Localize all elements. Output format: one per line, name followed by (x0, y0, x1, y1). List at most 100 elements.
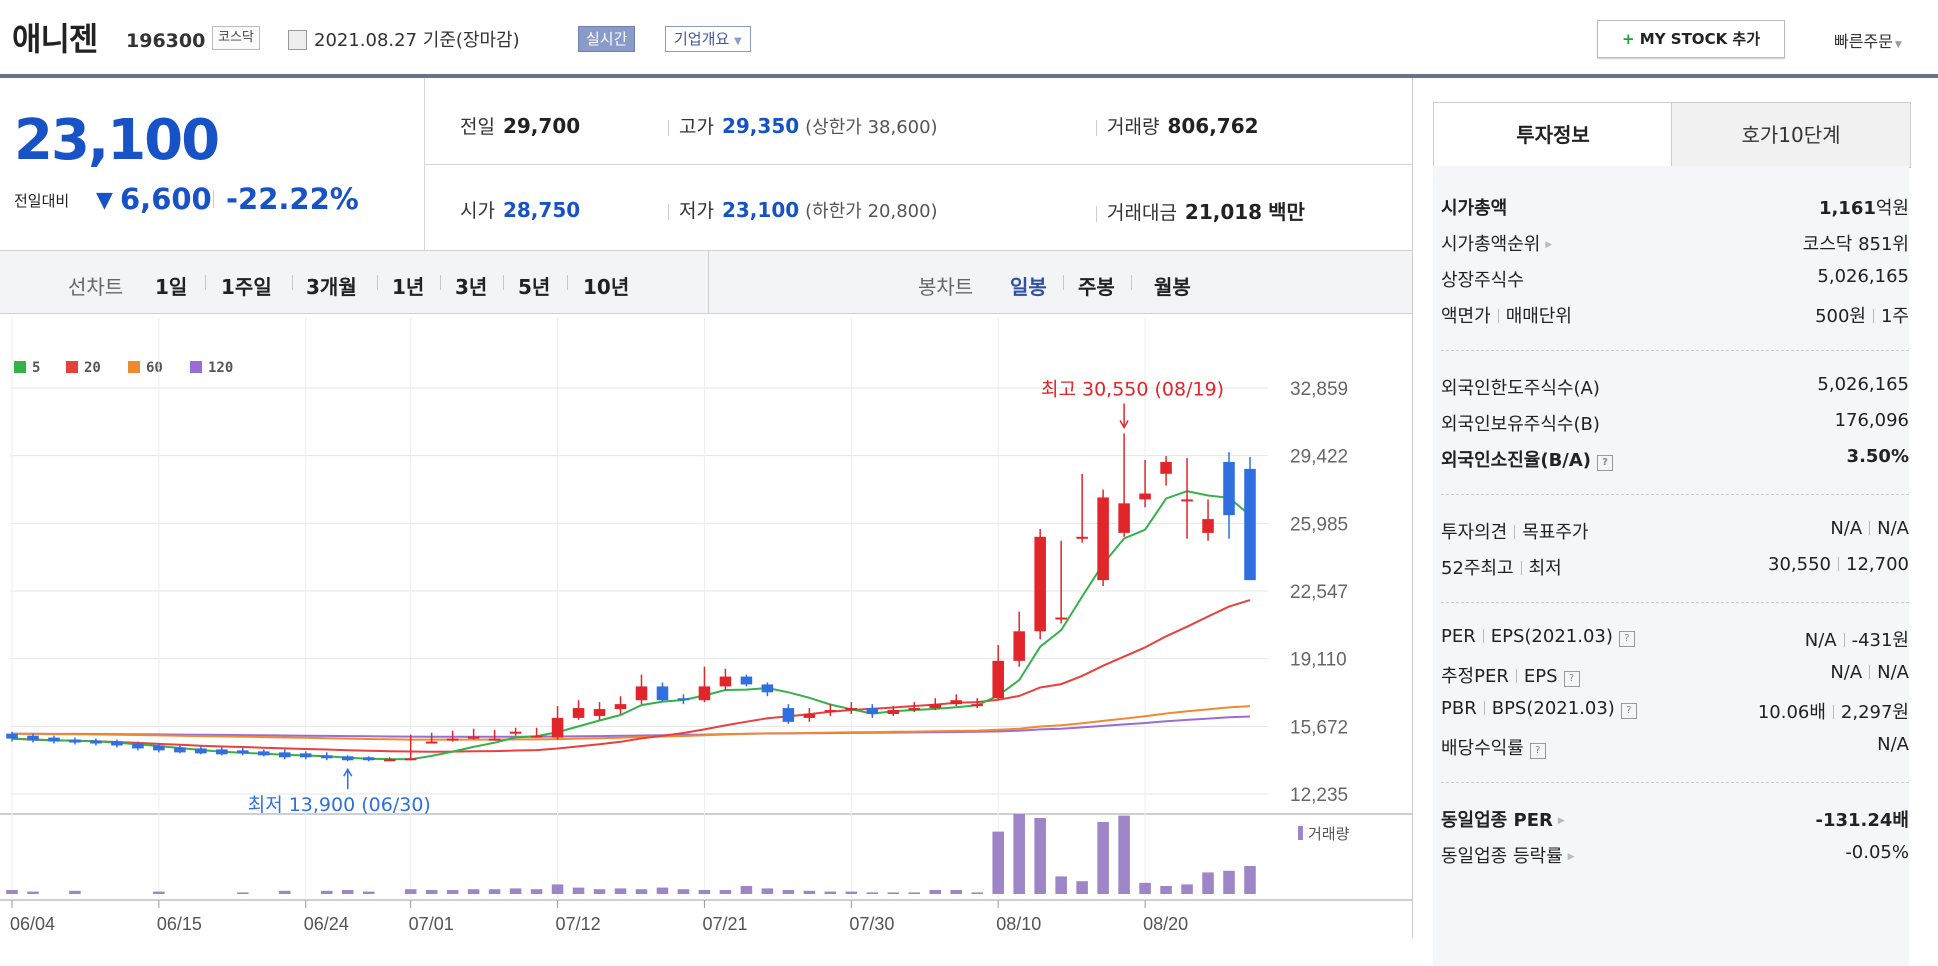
sector-per-label-cell[interactable]: 동일업종 PER ▶ (1441, 806, 1565, 832)
divider (424, 164, 1412, 165)
help-icon[interactable]: ? (1529, 743, 1546, 759)
volume-bar (887, 892, 900, 894)
fast-order-menu[interactable]: 빠른주문 ▼ (1834, 28, 1902, 52)
ma20-line (11, 599, 1251, 753)
candle-body (887, 710, 900, 714)
candle-body (299, 753, 312, 758)
market-cap-unit: 억원 (1875, 198, 1909, 219)
ma5-line (11, 490, 1251, 761)
divider (1869, 665, 1871, 679)
candle-body (614, 704, 627, 710)
candle-body (1223, 461, 1235, 516)
volume-label: 거래량 (1107, 116, 1160, 138)
candle-body (761, 684, 774, 693)
candle-body (90, 740, 102, 744)
help-icon[interactable]: ? (1618, 631, 1635, 647)
add-my-stock-button[interactable]: + MY STOCK 추가 (1597, 20, 1785, 58)
sector-rate-label-cell[interactable]: 동일업종 등락률 ▶ (1441, 842, 1575, 868)
price-chart[interactable]: 32,859 29,422 25,985 22,547 19,110 15,672 12,2… (0, 318, 1412, 938)
divider (1497, 309, 1499, 323)
y-tick-label: 25,985 (1290, 514, 1348, 535)
tab-10y[interactable]: 10년 (583, 275, 630, 299)
divider (377, 275, 378, 290)
candle-body (929, 704, 942, 709)
min-annotation: 최저 13,900 (06/30) (248, 794, 431, 816)
candle-body (27, 735, 39, 741)
divider (1131, 275, 1132, 290)
company-overview-label: 기업개요 (674, 30, 730, 48)
x-tick-label: 07/30 (849, 914, 894, 934)
volume-bar (6, 890, 18, 894)
header-divider (0, 74, 1938, 78)
upper-limit: (상한가 38,600) (805, 117, 938, 138)
candle-body (237, 750, 249, 754)
tab-1w[interactable]: 1주일 (221, 275, 272, 299)
x-tick-label: 07/01 (409, 914, 454, 934)
help-icon[interactable]: ? (1620, 703, 1637, 719)
divider (1832, 705, 1834, 719)
volume-bar (1034, 818, 1046, 894)
per-label-cell: PER EPS(2021.03)? (1441, 626, 1635, 647)
volume-bar (1202, 872, 1214, 894)
pbr-label: PBR (1441, 698, 1477, 719)
high-value: 29,350 (721, 114, 800, 138)
tab-1y[interactable]: 1년 (392, 275, 425, 299)
tab-3m[interactable]: 3개월 (306, 275, 357, 299)
invest-info-body (1433, 166, 1909, 966)
foreign-rate-row: 외국인소진율(B/A)? 3.50% (1441, 446, 1909, 478)
volume-bar (69, 890, 81, 894)
tab-1d[interactable]: 1일 (155, 275, 188, 299)
divider (1872, 309, 1874, 323)
tab-3y[interactable]: 3년 (455, 275, 488, 299)
help-icon[interactable]: ? (1563, 671, 1580, 687)
fast-order-label: 빠른주문 (1834, 32, 1893, 51)
volume-bar (551, 884, 564, 894)
tab-orderbook[interactable]: 호가10단계 (1671, 102, 1911, 168)
invest-info-panel: 투자정보 호가10단계 시가총액 1,161억원 시가총액순위 ▶ 코스닥 851… (1412, 78, 1938, 966)
candle-body (341, 756, 354, 761)
candle-body (132, 743, 144, 749)
volume-bar (1097, 822, 1109, 894)
par-value: 500원 (1815, 306, 1866, 327)
candle-body (258, 751, 270, 756)
legend-ma20: 20 (66, 360, 101, 376)
volume-bar (677, 889, 690, 894)
tab-monthly[interactable]: 월봉 (1154, 275, 1191, 299)
divider (1838, 557, 1840, 571)
volume-bar (488, 889, 501, 894)
shares-label: 상장주식수 (1441, 270, 1524, 291)
legend-label: 20 (84, 360, 101, 376)
candle-body (740, 676, 753, 685)
volume-bar (593, 889, 606, 894)
min-arrow-head (343, 767, 353, 777)
chart-period-bar: 선차트 1일 1주일 3개월 1년 3년 5년 10년 봉차트 일봉 주봉 월봉 (0, 250, 1412, 314)
tab-daily[interactable]: 일봉 (1010, 275, 1047, 299)
tab-5y[interactable]: 5년 (518, 275, 551, 299)
volume-legend-label: 거래량 (1308, 826, 1350, 843)
realtime-button[interactable]: 실시간 (578, 26, 636, 52)
chevron-down-icon: ▼ (733, 36, 742, 47)
target-value: N/A (1877, 518, 1909, 539)
candle-body (1013, 631, 1025, 661)
est-eps-label: EPS (1523, 666, 1558, 687)
candle-chart-label: 봉차트 (918, 275, 974, 299)
change-rate: -22.22% (226, 182, 359, 216)
volume-bar (761, 888, 774, 894)
candle-body (782, 708, 795, 722)
market-cap-rank-label-cell[interactable]: 시가총액순위 ▶ (1441, 230, 1552, 256)
par-label-cell: 액면가 매매단위 (1441, 302, 1572, 328)
volume-bar (782, 890, 795, 894)
volume-legend-swatch (1298, 826, 1303, 840)
per-value: N/A (1804, 630, 1837, 651)
divider (205, 275, 206, 290)
help-icon[interactable]: ? (1597, 455, 1614, 471)
par-value-cell: 500원 1주 (1815, 302, 1909, 328)
foreign-hold-label: 외국인보유주식수(B) (1441, 414, 1600, 435)
divider (292, 275, 293, 290)
company-overview-dropdown[interactable]: 기업개요 ▼ (665, 26, 751, 52)
tab-weekly[interactable]: 주봉 (1078, 275, 1115, 299)
volume-bar (530, 889, 543, 894)
eps-value: -431원 (1851, 630, 1909, 651)
sector-rate-value: -0.05% (1845, 842, 1909, 863)
tab-invest-info[interactable]: 투자정보 (1433, 102, 1673, 167)
